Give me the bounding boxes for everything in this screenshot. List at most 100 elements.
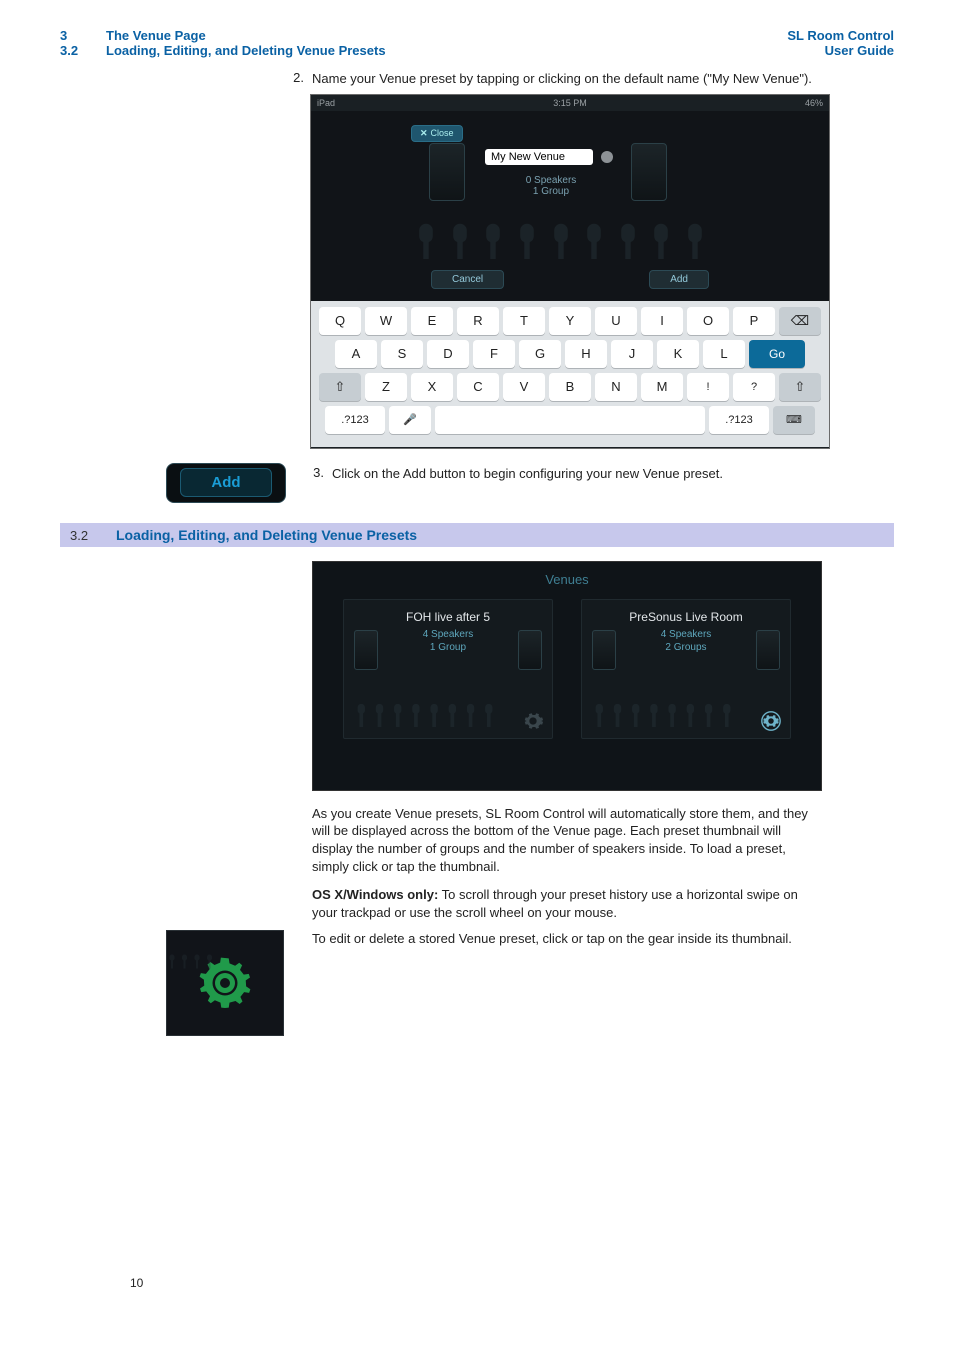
add-button-image: Add <box>166 463 286 503</box>
ipad-screenshot: iPad 3:15 PM 46% ✕Close My New Venue 0 S… <box>310 94 830 449</box>
subsection-title: Loading, Editing, and Deleting Venue Pre… <box>106 43 386 58</box>
key-o[interactable]: O <box>687 307 729 335</box>
key-b[interactable]: B <box>549 373 591 401</box>
key-j[interactable]: J <box>611 340 653 368</box>
venue-tile-1-stats: 4 Speakers 1 Group <box>354 628 542 655</box>
key-n[interactable]: N <box>595 373 637 401</box>
kbd-row-3: ⇧ Z X C V B N M ! ? ⇧ <box>317 373 823 401</box>
key-t[interactable]: T <box>503 307 545 335</box>
clear-input-icon[interactable] <box>601 151 613 163</box>
key-dictation-icon[interactable]: 🎤 <box>389 406 431 434</box>
venues-screenshot: Venues FOH live after 5 4 Speakers 1 Gro… <box>312 561 822 791</box>
venue-tile-1[interactable]: FOH live after 5 4 Speakers 1 Group <box>343 599 553 739</box>
venue-tile-2-stats: 4 Speakers 2 Groups <box>592 628 780 655</box>
key-r[interactable]: R <box>457 307 499 335</box>
audience-icon-row <box>354 702 518 730</box>
page-header: 3 The Venue Page 3.2 Loading, Editing, a… <box>60 28 894 58</box>
section-number: 3 <box>60 28 106 43</box>
speaker-icon <box>518 630 542 670</box>
key-c[interactable]: C <box>457 373 499 401</box>
speaker-icon <box>756 630 780 670</box>
key-v[interactable]: V <box>503 373 545 401</box>
speaker-icon <box>592 630 616 670</box>
paragraph-1: As you create Venue presets, SL Room Con… <box>312 805 822 877</box>
key-u[interactable]: U <box>595 307 637 335</box>
key-numeric-right[interactable]: .?123 <box>709 406 769 434</box>
paragraph-2: OS X/Windows only: To scroll through you… <box>312 886 822 922</box>
key-g[interactable]: G <box>519 340 561 368</box>
key-y[interactable]: Y <box>549 307 591 335</box>
close-x-icon: ✕ <box>420 128 428 138</box>
add-button-dialog[interactable]: Add <box>649 270 709 289</box>
section-3-2-title: Loading, Editing, and Deleting Venue Pre… <box>116 527 417 543</box>
key-numeric-left[interactable]: .?123 <box>325 406 385 434</box>
speaker-icon-left <box>429 143 465 201</box>
venue-speaker-count: 0 Speakers <box>501 175 601 186</box>
venue-tile-1-gear-icon[interactable] <box>522 710 544 732</box>
page-number: 10 <box>130 1276 143 1290</box>
speaker-icon-right <box>631 143 667 201</box>
status-left: iPad <box>317 98 335 108</box>
subsection-number: 3.2 <box>60 43 106 58</box>
kbd-row-4: .?123 🎤 .?123 ⌨ <box>317 406 823 434</box>
key-a[interactable]: A <box>335 340 377 368</box>
gear-thumbnail-row: To edit or delete a stored Venue preset,… <box>166 930 894 1036</box>
section-3-2-heading: 3.2 Loading, Editing, and Deleting Venue… <box>60 523 894 547</box>
status-clock: 3:15 PM <box>553 98 587 108</box>
key-shift-right[interactable]: ⇧ <box>779 373 821 401</box>
key-p[interactable]: P <box>733 307 775 335</box>
add-button[interactable]: Add <box>180 468 271 497</box>
header-right: SL Room Control User Guide <box>787 28 894 58</box>
key-l[interactable]: L <box>703 340 745 368</box>
ipad-status-bar: iPad 3:15 PM 46% <box>311 95 829 111</box>
venue-group-count: 1 Group <box>501 186 601 197</box>
key-spacebar[interactable] <box>435 406 705 434</box>
key-backspace[interactable]: ⌫ <box>779 307 821 335</box>
step-3-row: Add 3. Click on the Add button to begin … <box>166 463 894 503</box>
venue-tiles: FOH live after 5 4 Speakers 1 Group PreS… <box>313 593 821 739</box>
key-h[interactable]: H <box>565 340 607 368</box>
venue-tile-2-name: PreSonus Live Room <box>592 610 780 624</box>
close-button[interactable]: ✕Close <box>411 125 463 142</box>
key-w[interactable]: W <box>365 307 407 335</box>
kbd-row-1: Q W E R T Y U I O P ⌫ <box>317 307 823 335</box>
status-battery: 46% <box>805 98 823 108</box>
gear-thumbnail <box>166 930 284 1036</box>
key-q[interactable]: Q <box>319 307 361 335</box>
doc-type: User Guide <box>787 43 894 58</box>
key-x[interactable]: X <box>411 373 453 401</box>
key-shift-left[interactable]: ⇧ <box>319 373 361 401</box>
venue-tile-2[interactable]: PreSonus Live Room 4 Speakers 2 Groups <box>581 599 791 739</box>
paragraph-3: To edit or delete a stored Venue preset,… <box>312 930 822 948</box>
audience-icon-row <box>592 702 756 730</box>
ipad-dark-area: ✕Close My New Venue 0 Speakers 1 Group C… <box>311 111 829 301</box>
product-name: SL Room Control <box>787 28 894 43</box>
venue-name-input[interactable]: My New Venue <box>485 149 593 165</box>
key-f[interactable]: F <box>473 340 515 368</box>
key-s[interactable]: S <box>381 340 423 368</box>
key-hide-keyboard-icon[interactable]: ⌨ <box>773 406 815 434</box>
venues-header: Venues <box>313 562 821 593</box>
audience-icon-row <box>167 931 283 961</box>
paragraph-2-bold: OS X/Windows only: <box>312 887 438 902</box>
section-3-2-number: 3.2 <box>70 528 116 543</box>
header-left: 3 The Venue Page 3.2 Loading, Editing, a… <box>60 28 386 58</box>
speaker-icon <box>354 630 378 670</box>
close-label: Close <box>431 128 454 138</box>
key-m[interactable]: M <box>641 373 683 401</box>
step-2-number: 2. <box>290 70 312 88</box>
step-2-text: Name your Venue preset by tapping or cli… <box>312 70 894 88</box>
key-exclaim[interactable]: ! <box>687 373 729 401</box>
key-d[interactable]: D <box>427 340 469 368</box>
key-i[interactable]: I <box>641 307 683 335</box>
key-z[interactable]: Z <box>365 373 407 401</box>
step-2: 2. Name your Venue preset by tapping or … <box>290 70 894 88</box>
cancel-button[interactable]: Cancel <box>431 270 504 289</box>
audience-icon-row <box>411 221 729 263</box>
key-e[interactable]: E <box>411 307 453 335</box>
venue-tile-2-gear-icon[interactable] <box>760 710 782 732</box>
key-go[interactable]: Go <box>749 340 805 368</box>
step-3: 3. Click on the Add button to begin conf… <box>310 465 723 483</box>
key-question[interactable]: ? <box>733 373 775 401</box>
key-k[interactable]: K <box>657 340 699 368</box>
